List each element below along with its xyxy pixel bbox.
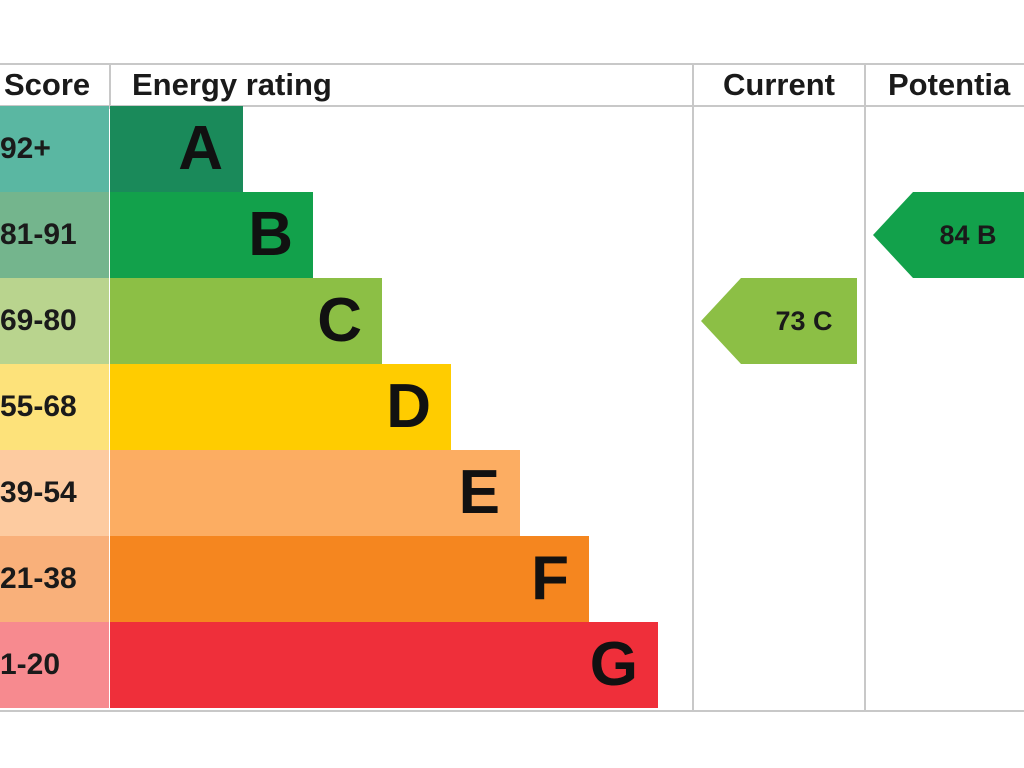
score-column-divider [109, 63, 111, 109]
potential-rating-label: 84 B [939, 220, 997, 250]
score-range-d: 55-68 [0, 364, 109, 450]
rating-band-g: G [110, 622, 658, 708]
rating-band-c: C [110, 278, 382, 364]
band-letter-c: C [317, 286, 362, 355]
score-range-g: 1-20 [0, 622, 109, 708]
score-range-b: 81-91 [0, 192, 109, 278]
potential-rating-arrow: 84 B [873, 192, 1024, 278]
header-score: Score [4, 67, 91, 102]
rating-band-e: E [110, 450, 520, 536]
header-energy-rating: Energy rating [132, 67, 332, 102]
rating-band-f: F [110, 536, 589, 622]
band-letter-e: E [458, 458, 500, 527]
rating-band-a: A [110, 106, 243, 192]
score-range-f: 21-38 [0, 536, 109, 622]
score-range-c: 69-80 [0, 278, 109, 364]
current-column-left-border [692, 63, 694, 712]
band-letter-a: A [178, 114, 223, 183]
header-current: Current [723, 67, 835, 102]
current-rating-label: 73 C [775, 306, 833, 336]
rating-band-b: B [110, 192, 313, 278]
potential-column-left-border [864, 63, 866, 712]
score-range-a: 92+ [0, 106, 109, 192]
band-letter-d: D [386, 372, 431, 441]
band-letter-f: F [531, 544, 569, 613]
rating-band-d: D [110, 364, 451, 450]
header-potential: Potentia [888, 67, 1011, 102]
top-border [0, 63, 1024, 65]
band-letter-b: B [248, 200, 293, 269]
current-rating-arrow: 73 C [701, 278, 857, 364]
header-divider [0, 105, 1024, 107]
band-letter-g: G [589, 630, 638, 699]
bottom-border [0, 710, 1024, 712]
score-range-e: 39-54 [0, 450, 109, 536]
